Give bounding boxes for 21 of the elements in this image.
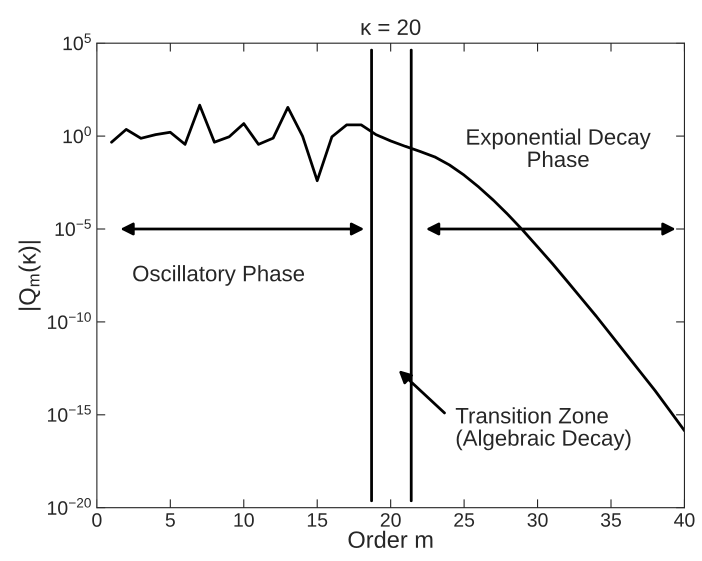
x-tick-label: 40 [674,513,695,527]
y-tick-label: 10$^{−5}$ [56,219,91,236]
x-tick-label: 0 [92,513,102,527]
x-tick-label: 25 [454,513,474,527]
chart-title: κ = 20 [362,19,420,36]
y-tick-label: 10$^{−15}$ [48,405,91,422]
x-tick-label: 30 [527,513,548,527]
x-tick-label: 15 [308,513,328,527]
y-axis-title: |Q$_{m}$(κ)| [18,241,41,310]
y-tick-label: 10$^{−20}$ [48,498,91,515]
annotation: Transition Zone (Algebraic Decay) [456,407,631,450]
x-tick-label: 20 [380,513,401,527]
x-tick-label: 35 [600,513,622,527]
annotation: Exponential Decay Phase [467,128,651,168]
x-tick-label: 5 [166,513,175,527]
annotation: Oscillatory Phase [133,265,304,286]
y-tick-label: 10$^{5}$ [64,34,91,50]
y-tick-label: 10$^{−10}$ [48,312,91,330]
x-axis-title: Order m [348,530,432,548]
y-tick-label: 10$^{0}$ [64,126,91,144]
x-tick-label: 10 [234,513,254,527]
